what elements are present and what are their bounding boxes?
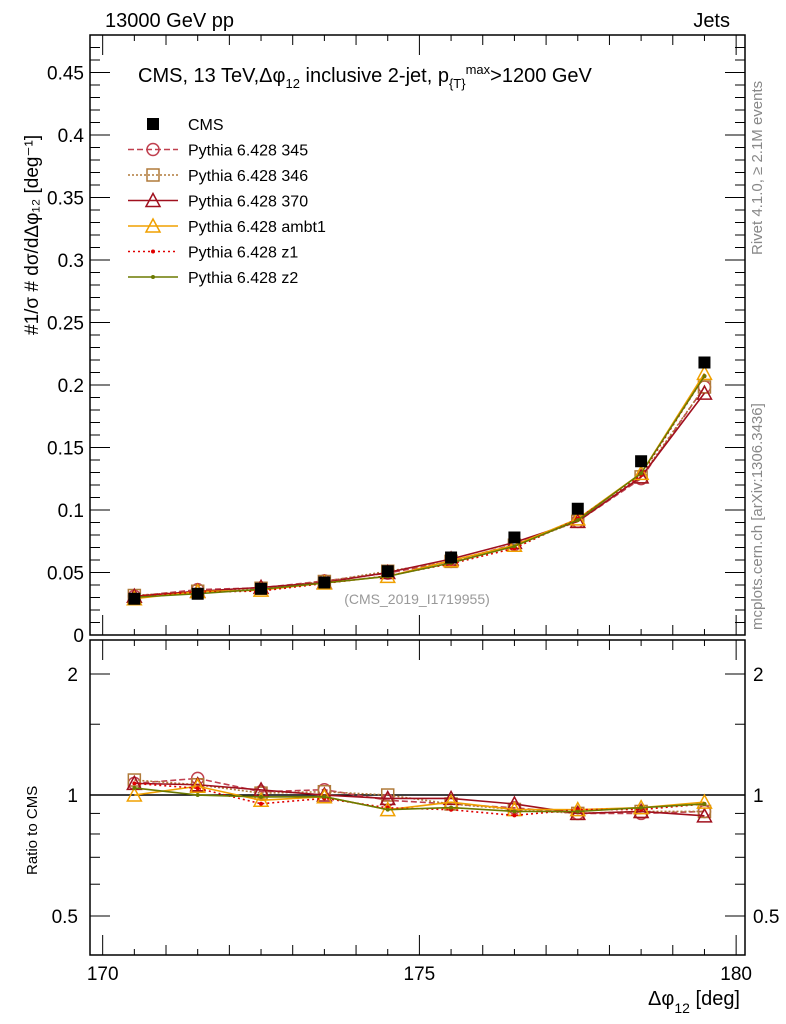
series-z2-point <box>702 374 707 379</box>
legend-345-label: Pythia 6.428 345 <box>188 143 308 160</box>
series-z1-ratio-point <box>195 786 200 791</box>
series-ambt1-point <box>632 464 650 481</box>
series-z2-ratio-point <box>575 809 580 814</box>
y-tick-label: 0.45 <box>47 64 84 85</box>
ratio-y-tick-label: 0.5 <box>52 907 78 928</box>
y-tick-label: 0.2 <box>58 376 84 397</box>
title: CMS, 13 TeV,Δφ12 inclusive 2-jet, p{T}ma… <box>138 62 593 91</box>
legend-cms-marker <box>147 118 159 130</box>
x-tick-label: 170 <box>87 964 119 985</box>
y-tick-label: 0.1 <box>58 501 84 522</box>
series-ambt1-ratio-point <box>696 793 713 809</box>
series-370-ratio-point <box>696 807 713 823</box>
ratio-y-tick-label-right: 2 <box>753 665 764 686</box>
y-tick-label: 0.15 <box>47 439 84 460</box>
series-z2-ratio-point <box>639 805 644 810</box>
legend-370-label: Pythia 6.428 370 <box>188 194 308 211</box>
series-z2-ratio-point <box>702 801 707 806</box>
series-z2-ratio-line <box>134 787 705 813</box>
series-ambt1-ratio-point <box>252 791 270 808</box>
series-ambt1-point <box>696 364 713 381</box>
legend-cms-label: CMS <box>188 117 224 134</box>
series-z2-point <box>639 471 644 476</box>
rivet-label: Rivet 4.1.0, ≥ 2.1M events <box>749 81 766 255</box>
header-left: 13000 GeV pp <box>105 10 234 32</box>
series-370-ratio-point <box>569 804 587 821</box>
y-tick-label: 0.4 <box>58 126 85 147</box>
cms-data-point <box>191 587 204 600</box>
cms-data-point <box>445 551 458 564</box>
ratio-frame <box>89 639 746 956</box>
x-tick-label: 175 <box>404 964 436 985</box>
ratio-y-tick-label-right: 0.5 <box>753 907 779 928</box>
series-370-point <box>696 384 713 400</box>
y-tick-label: 0.25 <box>47 314 84 335</box>
series-370-line <box>134 392 706 598</box>
cms-data-point <box>698 356 711 369</box>
y-tick-label: 0.35 <box>47 189 84 210</box>
x-tick-label: 180 <box>720 964 752 985</box>
x-axis-label: Δφ12 [deg] <box>648 988 740 1016</box>
legend-370-marker <box>144 191 162 208</box>
series-370-ratio-point <box>632 802 650 819</box>
mcplots-label: mcplots.cern.ch [arXiv:1306.3436] <box>749 403 766 630</box>
ratio-y-tick-label: 2 <box>67 665 78 686</box>
series-ambt1-ratio-line <box>134 785 705 811</box>
ratio-y-tick-label-right: 1 <box>753 786 764 807</box>
legend-z2-marker <box>151 275 155 279</box>
legend-346-marker <box>146 168 160 182</box>
y-axis-label: #1/σ # dσ/dΔφ₁₂ [deg⁻¹] <box>22 135 43 335</box>
cms-data-point <box>571 502 584 515</box>
ratio-y-label: Ratio to CMS <box>24 786 41 875</box>
series-370-ratio-point <box>316 786 333 802</box>
ratio-y-tick-label: 1 <box>67 786 78 807</box>
legend-z2-label: Pythia 6.428 z2 <box>188 270 298 287</box>
cms-data-point <box>381 565 394 578</box>
series-z2-line <box>134 375 706 599</box>
series-346-point <box>697 380 712 394</box>
legend-z1-marker <box>151 249 155 254</box>
series-z1-ratio-point <box>259 801 264 806</box>
series-z2-ratio-point <box>259 794 264 799</box>
series-z1-ratio-point <box>132 781 137 786</box>
cms-data-point <box>128 592 141 605</box>
series-346-ratio-point <box>380 788 395 802</box>
series-z2-ratio-point <box>449 805 454 810</box>
legend-346-label: Pythia 6.428 346 <box>188 168 308 185</box>
series-z1-line <box>134 375 706 598</box>
cms-data-point <box>318 576 331 589</box>
cms-data-point <box>255 582 268 595</box>
y-tick-label: 0 <box>73 626 84 647</box>
series-z2-point <box>575 518 580 523</box>
series-370-ratio-point <box>442 789 460 806</box>
series-z2-ratio-point <box>322 794 327 799</box>
series-345-ratio-line <box>134 777 705 815</box>
series-z2-ratio-point <box>385 807 390 812</box>
series-z2-ratio-point <box>132 785 137 790</box>
y-tick-label: 0.3 <box>58 251 84 272</box>
legend-345-marker <box>146 142 160 157</box>
legend-ambt1-marker <box>144 217 162 233</box>
cms-data-point <box>635 455 648 468</box>
series-z1-ratio-point <box>512 813 517 818</box>
series-370-ratio-line <box>134 782 705 817</box>
cms-data-point <box>508 531 521 544</box>
header-right: Jets <box>693 10 730 32</box>
legend-ambt1-label: Pythia 6.428 ambt1 <box>188 219 326 236</box>
series-z2-point <box>512 544 517 549</box>
y-tick-label: 0.05 <box>47 564 84 585</box>
legend-z1-label: Pythia 6.428 z1 <box>188 245 298 262</box>
series-z2-ratio-point <box>512 809 517 814</box>
watermark: (CMS_2019_I1719955) <box>344 591 490 607</box>
series-346-line <box>134 386 706 597</box>
series-ambt1-ratio-point <box>126 786 143 802</box>
series-370-ratio-point <box>379 789 396 806</box>
series-z2-ratio-point <box>195 793 200 798</box>
series-ambt1-ratio-point <box>189 777 206 794</box>
